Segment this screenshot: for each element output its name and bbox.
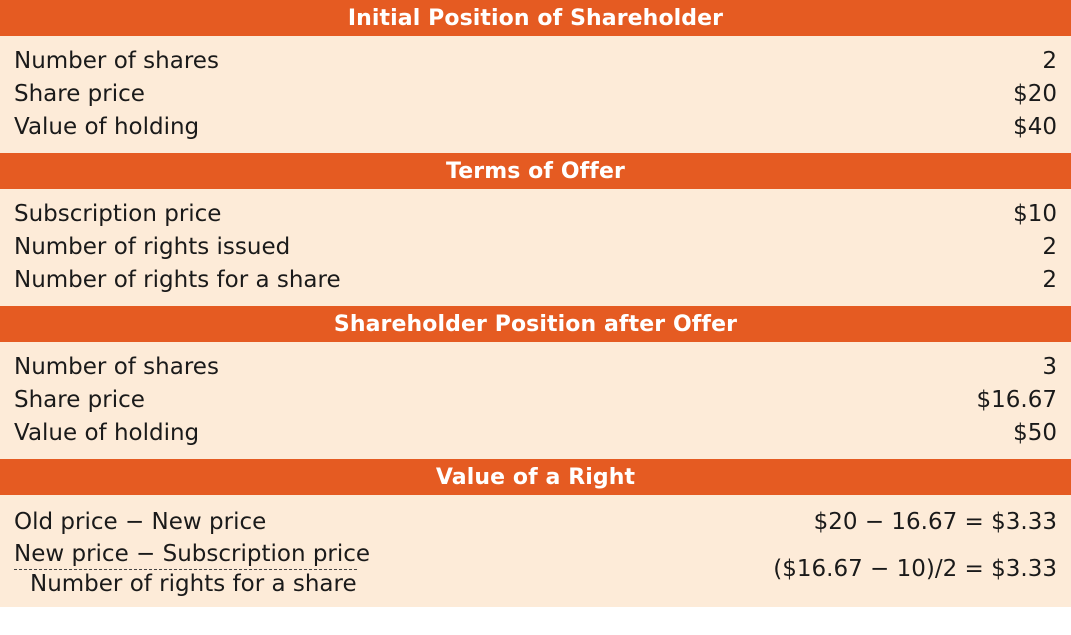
table-row: Number of shares 3 xyxy=(14,350,1057,383)
row-label: Number of shares xyxy=(14,353,219,380)
fraction-numerator: New price − Subscription price xyxy=(14,541,371,567)
row-value: 2 xyxy=(1042,233,1057,260)
table-row: Number of shares 2 xyxy=(14,44,1057,77)
section-title: Shareholder Position after Offer xyxy=(333,311,738,337)
row-value: $10 xyxy=(1013,200,1057,227)
table-row: Number of rights issued 2 xyxy=(14,230,1057,263)
row-label: Value of holding xyxy=(14,113,200,140)
row-label: Value of holding xyxy=(14,419,200,446)
table-row-fraction: New price − Subscription price Number of… xyxy=(14,538,1057,600)
table-row: Share price $16.67 xyxy=(14,383,1057,416)
section-header-position-after-offer: Shareholder Position after Offer xyxy=(0,306,1071,342)
table-row: Number of rights for a share 2 xyxy=(14,263,1057,296)
table-row: Share price $20 xyxy=(14,77,1057,110)
row-label: Share price xyxy=(14,80,145,107)
section-header-initial-position: Initial Position of Shareholder xyxy=(0,0,1071,36)
fraction-denominator: Number of rights for a share xyxy=(14,569,357,597)
section-body-position-after-offer: Number of shares 3 Share price $16.67 Va… xyxy=(0,342,1071,459)
row-label: Subscription price xyxy=(14,200,222,227)
row-value: $16.67 xyxy=(976,386,1057,413)
row-value: 3 xyxy=(1042,353,1057,380)
row-value: 2 xyxy=(1042,47,1057,74)
row-label: Number of rights issued xyxy=(14,233,291,260)
rights-offering-table: Initial Position of Shareholder Number o… xyxy=(0,0,1071,607)
section-title: Value of a Right xyxy=(435,464,636,490)
table-row: Old price − New price $20 − 16.67 = $3.3… xyxy=(14,505,1057,538)
section-title: Initial Position of Shareholder xyxy=(347,5,724,31)
section-body-terms-of-offer: Subscription price $10 Number of rights … xyxy=(0,189,1071,306)
section-header-terms-of-offer: Terms of Offer xyxy=(0,153,1071,189)
row-value: $40 xyxy=(1013,113,1057,140)
row-label: Number of shares xyxy=(14,47,219,74)
table-row: Value of holding $50 xyxy=(14,416,1057,449)
fraction-result: ($16.67 − 10)/2 = $3.33 xyxy=(773,556,1057,582)
section-body-initial-position: Number of shares 2 Share price $20 Value… xyxy=(0,36,1071,153)
formula-label: Old price − New price xyxy=(14,508,267,535)
section-body-value-of-right: Old price − New price $20 − 16.67 = $3.3… xyxy=(0,495,1071,607)
section-title: Terms of Offer xyxy=(446,158,625,184)
row-value: 2 xyxy=(1042,266,1057,293)
table-row: Subscription price $10 xyxy=(14,197,1057,230)
formula-result: $20 − 16.67 = $3.33 xyxy=(813,508,1057,535)
row-value: $50 xyxy=(1013,419,1057,446)
fraction-formula: New price − Subscription price Number of… xyxy=(14,541,370,597)
table-row: Value of holding $40 xyxy=(14,110,1057,143)
row-value: $20 xyxy=(1013,80,1057,107)
section-header-value-of-right: Value of a Right xyxy=(0,459,1071,495)
row-label: Number of rights for a share xyxy=(14,266,341,293)
row-label: Share price xyxy=(14,386,145,413)
